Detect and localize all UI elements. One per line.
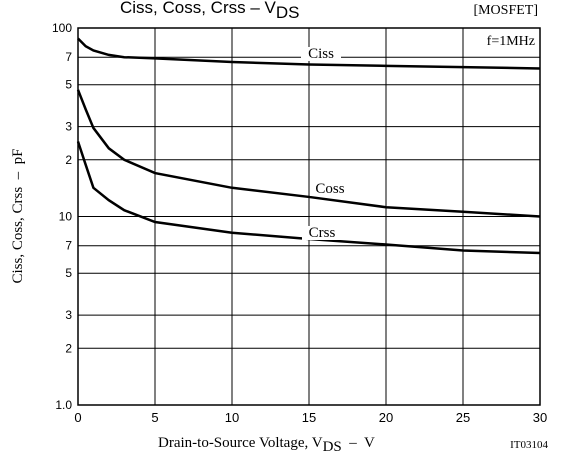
annotation: f=1MHz	[487, 34, 535, 49]
y-tick-label: 100	[52, 21, 72, 35]
x-tick-label: 15	[302, 410, 316, 425]
x-tick-label: 0	[74, 410, 81, 425]
series-label: Crss	[309, 225, 336, 241]
y-tick-label: 5	[65, 266, 72, 280]
curve	[77, 37, 541, 70]
curve	[76, 89, 541, 218]
y-tick-label: 5	[65, 78, 72, 92]
series-label: Coss	[315, 181, 344, 197]
y-tick-label: 1.0	[55, 398, 72, 412]
label-bg	[310, 182, 350, 196]
y-tick-label: 10	[59, 210, 73, 224]
chart-title: Ciss, Coss, Crss – VDS	[120, 0, 299, 22]
title-sub: DS	[276, 3, 300, 22]
x-tick-label: 25	[456, 410, 470, 425]
x-tick-label: 30	[533, 410, 547, 425]
curve	[76, 141, 541, 255]
x-tick-label: 20	[379, 410, 393, 425]
label-bg	[302, 226, 342, 240]
y-tick-label: 3	[65, 120, 72, 134]
y-tick-label: 7	[65, 239, 72, 253]
y-tick-label: 7	[65, 50, 72, 64]
x-tick-label: 5	[151, 410, 158, 425]
y-tick-label: 3	[65, 308, 72, 322]
label-bg	[301, 47, 341, 61]
xlabel-unit: – V	[342, 435, 375, 451]
xlabel-main: Drain-to-Source Voltage, V	[158, 435, 323, 451]
tag: [MOSFET]	[473, 3, 538, 18]
x-axis-label: Drain-to-Source Voltage, VDS – V	[158, 435, 375, 455]
series-label: Ciss	[308, 46, 334, 62]
title-main: Ciss, Coss, Crss – V	[120, 0, 277, 17]
figure-code: IT03104	[510, 439, 548, 451]
x-tick-label: 10	[225, 410, 239, 425]
y-axis-label: Ciss, Coss, Crss – pF	[10, 148, 26, 283]
y-tick-label: 2	[65, 341, 72, 355]
y-tick-label: 2	[65, 153, 72, 167]
xlabel-sub: DS	[323, 439, 342, 455]
